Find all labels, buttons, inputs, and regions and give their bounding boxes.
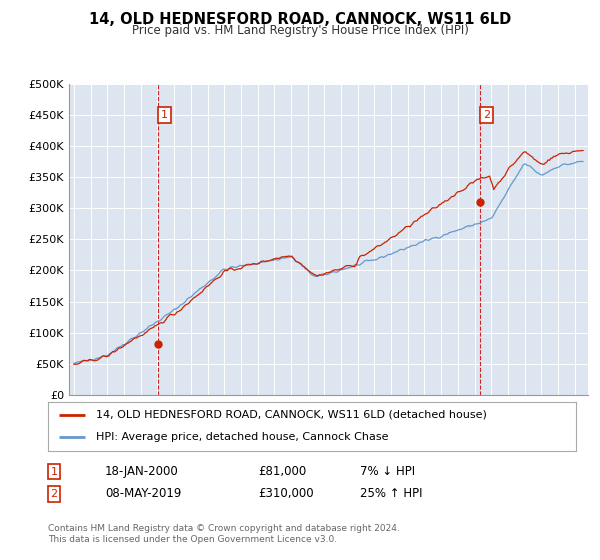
Text: £81,000: £81,000 xyxy=(258,465,306,478)
Text: Contains HM Land Registry data © Crown copyright and database right 2024.
This d: Contains HM Land Registry data © Crown c… xyxy=(48,524,400,544)
Text: 7% ↓ HPI: 7% ↓ HPI xyxy=(360,465,415,478)
Text: 14, OLD HEDNESFORD ROAD, CANNOCK, WS11 6LD (detached house): 14, OLD HEDNESFORD ROAD, CANNOCK, WS11 6… xyxy=(95,410,487,420)
Text: £310,000: £310,000 xyxy=(258,487,314,501)
Text: Price paid vs. HM Land Registry's House Price Index (HPI): Price paid vs. HM Land Registry's House … xyxy=(131,24,469,36)
Text: 08-MAY-2019: 08-MAY-2019 xyxy=(105,487,181,501)
Text: 25% ↑ HPI: 25% ↑ HPI xyxy=(360,487,422,501)
Text: 1: 1 xyxy=(161,110,168,120)
Text: 2: 2 xyxy=(483,110,490,120)
Text: 14, OLD HEDNESFORD ROAD, CANNOCK, WS11 6LD: 14, OLD HEDNESFORD ROAD, CANNOCK, WS11 6… xyxy=(89,12,511,27)
Text: 2: 2 xyxy=(50,489,58,499)
Text: HPI: Average price, detached house, Cannock Chase: HPI: Average price, detached house, Cann… xyxy=(95,432,388,442)
Text: 1: 1 xyxy=(50,466,58,477)
Text: 18-JAN-2000: 18-JAN-2000 xyxy=(105,465,179,478)
